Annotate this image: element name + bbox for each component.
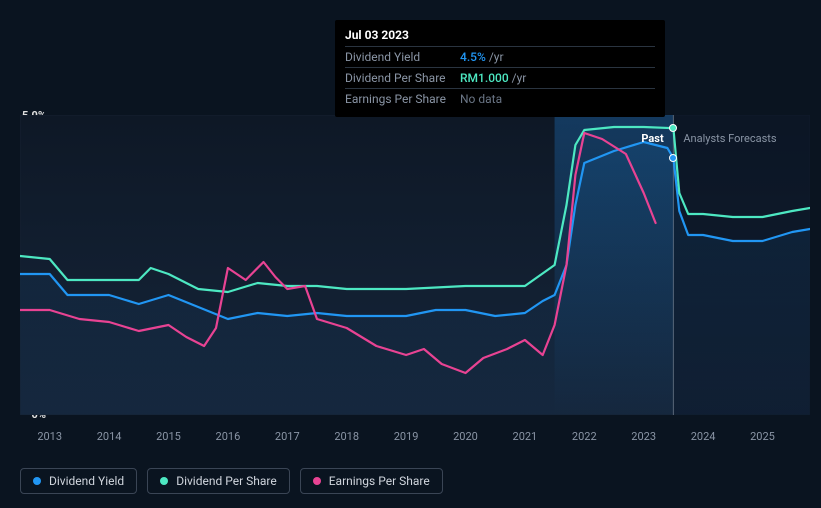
x-axis-tick: 2017 [275, 430, 300, 443]
tooltip-row-nodata: No data [460, 92, 502, 106]
x-axis-tick: 2025 [750, 430, 775, 443]
series-marker [669, 124, 677, 132]
hover-tooltip: Jul 03 2023 Dividend Yield4.5%/yrDividen… [335, 20, 665, 117]
tooltip-row-label: Dividend Per Share [345, 71, 460, 85]
chart-plot[interactable] [20, 115, 810, 415]
tooltip-row-label: Earnings Per Share [345, 92, 460, 106]
x-axis-tick: 2020 [453, 430, 478, 443]
tooltip-row-value: RM1.000 [460, 71, 509, 85]
x-axis-tick: 2018 [334, 430, 359, 443]
tooltip-row: Dividend Yield4.5%/yr [345, 46, 655, 67]
x-axis-tick: 2023 [631, 430, 656, 443]
forecast-indicator-label: Analysts Forecasts [683, 132, 776, 145]
tooltip-row-value: 4.5% [460, 50, 486, 64]
legend-label: Dividend Yield [49, 474, 124, 488]
legend-item[interactable]: Earnings Per Share [300, 468, 443, 494]
x-axis-tick: 2024 [691, 430, 716, 443]
tooltip-rows: Dividend Yield4.5%/yrDividend Per ShareR… [345, 46, 655, 109]
x-axis-tick: 2016 [216, 430, 241, 443]
tooltip-row: Earnings Per ShareNo data [345, 88, 655, 109]
x-axis-tick: 2015 [156, 430, 181, 443]
legend-item[interactable]: Dividend Yield [20, 468, 137, 494]
x-axis-tick: 2014 [97, 430, 122, 443]
tooltip-row-label: Dividend Yield [345, 50, 460, 64]
legend-item[interactable]: Dividend Per Share [147, 468, 290, 494]
tooltip-row-unit: /yr [489, 50, 504, 64]
x-axis-tick: 2013 [37, 430, 62, 443]
tooltip-date: Jul 03 2023 [345, 28, 655, 42]
legend-dot-icon [33, 477, 41, 485]
past-indicator-label: Past [641, 132, 663, 145]
x-axis-tick: 2021 [513, 430, 538, 443]
tooltip-row-unit: /yr [512, 71, 527, 85]
legend-label: Earnings Per Share [329, 474, 430, 488]
series-marker [669, 154, 677, 162]
chart-container: Jul 03 2023 Dividend Yield4.5%/yrDividen… [0, 0, 821, 508]
tooltip-row: Dividend Per ShareRM1.000/yr [345, 67, 655, 88]
legend-dot-icon [313, 477, 321, 485]
chart-legend: Dividend Yield Dividend Per Share Earnings… [20, 468, 443, 494]
legend-label: Dividend Per Share [176, 474, 277, 488]
legend-dot-icon [160, 477, 168, 485]
x-axis-tick: 2019 [394, 430, 419, 443]
x-axis-tick: 2022 [572, 430, 597, 443]
